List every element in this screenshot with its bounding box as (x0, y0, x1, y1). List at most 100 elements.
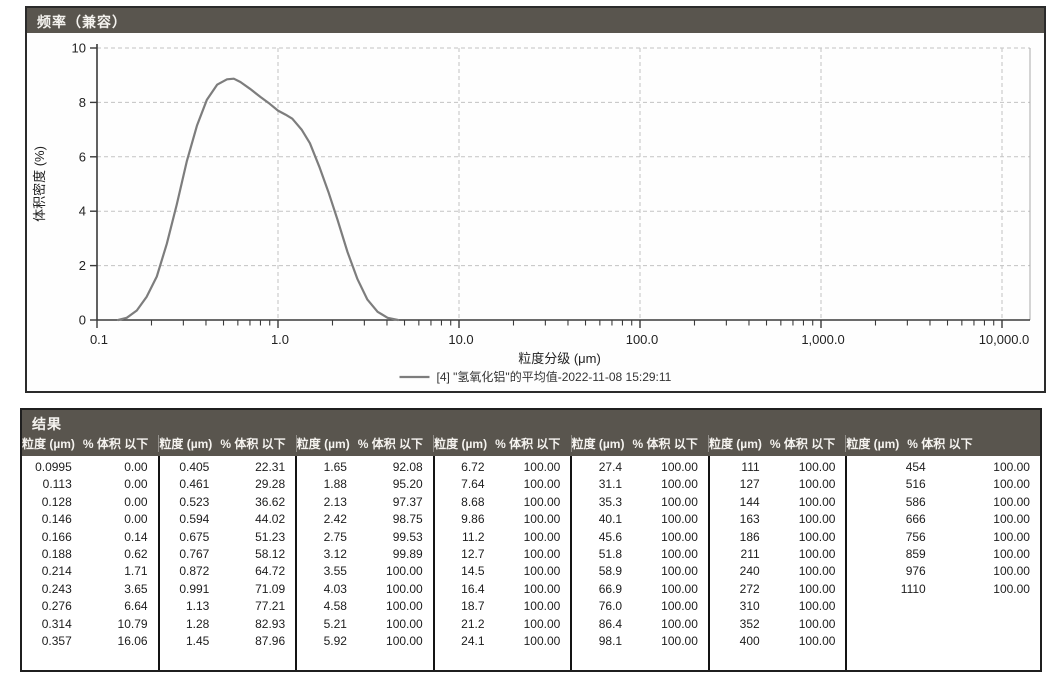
column-group-header: 粒度 (µm) % 体积 以下 (434, 435, 572, 452)
pct-column-header: % 体积 以下 (632, 437, 698, 451)
pct-cell: 100.00 (661, 477, 698, 492)
pct-column-header: % 体积 以下 (220, 437, 286, 451)
table-row: 859 100.00 (847, 546, 1040, 563)
table-row: 0.214 1.71 (22, 563, 158, 580)
table-row: 516 100.00 (847, 476, 1040, 493)
table-row: 0.767 58.12 (160, 546, 296, 563)
size-cell: 0.166 (41, 529, 72, 544)
pct-cell: 100.00 (798, 460, 836, 474)
table-row: 5.21 100.00 (297, 616, 433, 633)
table-column-group: 0.0995 0.00 0.113 0.00 0.128 0.00 0.146 0.00 0.1… (22, 456, 160, 670)
table-row: 756 100.00 (847, 529, 1040, 546)
size-cell: 66.9 (598, 581, 623, 596)
table-row: 211 100.00 (710, 546, 846, 563)
table-row: 1.88 95.20 (297, 476, 433, 493)
table-row: 12.7 100.00 (435, 546, 571, 563)
size-cell: 0.767 (179, 547, 210, 562)
size-cell: 0.405 (179, 460, 210, 474)
size-cell: 859 (905, 547, 926, 562)
table-row: 0.594 44.02 (160, 511, 296, 528)
pct-cell: 100.00 (993, 477, 1030, 492)
table-row: 310 100.00 (710, 598, 846, 615)
size-cell: 1.13 (186, 599, 210, 614)
size-cell: 163 (739, 512, 760, 527)
table-row: 0.128 0.00 (22, 494, 158, 511)
size-column-header: 粒度 (µm) (708, 437, 762, 451)
y-tick-label: 2 (79, 258, 86, 273)
pct-cell: 100.00 (386, 599, 423, 614)
size-cell: 76.0 (598, 599, 623, 614)
size-cell: 98.1 (598, 634, 623, 649)
size-column-header: 粒度 (µm) (571, 437, 625, 451)
table-row: 58.9 100.00 (572, 563, 708, 580)
pct-cell: 100.00 (523, 529, 561, 544)
table-row: 16.4 100.00 (435, 581, 571, 598)
pct-cell: 87.96 (255, 634, 286, 649)
table-row: 4.58 100.00 (297, 598, 433, 615)
table-row: 111 100.00 (710, 459, 846, 476)
size-cell: 7.64 (461, 477, 485, 492)
pct-cell: 100.00 (661, 547, 698, 562)
pct-cell: 100.00 (523, 581, 561, 596)
size-column-header: 粒度 (µm) (846, 437, 900, 451)
size-cell: 0.0995 (35, 460, 72, 474)
column-group-header: 粒度 (µm) % 体积 以下 (297, 435, 435, 452)
size-cell: 1.65 (323, 460, 347, 474)
column-group-header: 粒度 (µm) % 体积 以下 (846, 435, 1040, 452)
table-column-group: 1.65 92.08 1.88 95.20 2.13 97.37 2.42 98.75 2.75… (297, 456, 435, 670)
pct-cell: 0.62 (124, 547, 148, 562)
chart-panel-title: 频率（兼容） (27, 8, 1044, 33)
pct-cell: 99.89 (392, 547, 423, 562)
results-table-header: 结果 粒度 (µm)% 体积 以下 粒度 (µm)% 体积 以下 粒度 (µm)% … (22, 410, 1040, 456)
table-row: 9.86 100.00 (435, 511, 571, 528)
pct-cell: 22.31 (255, 460, 286, 474)
pct-cell: 100.00 (993, 529, 1030, 544)
size-cell: 16.4 (461, 581, 485, 596)
pct-cell: 58.12 (255, 547, 286, 562)
size-cell: 0.276 (41, 599, 72, 614)
size-cell: 272 (739, 581, 760, 596)
table-row: 35.3 100.00 (572, 494, 708, 511)
table-row: 2.42 98.75 (297, 511, 433, 528)
size-cell: 1110 (900, 581, 926, 596)
pct-cell: 100.00 (993, 460, 1030, 474)
table-row: 0.314 10.79 (22, 616, 158, 633)
table-row: 976 100.00 (847, 563, 1040, 580)
frequency-distribution-chart: 0 2 4 6 8 10 0.1 1.0 10.0 100.0 1,000.0 10,000.0 体积密… (32, 41, 1031, 384)
size-cell: 976 (905, 564, 926, 579)
results-table-panel: 结果 粒度 (µm)% 体积 以下 粒度 (µm)% 体积 以下 粒度 (µm)% … (20, 408, 1042, 672)
pct-cell: 100.00 (661, 634, 698, 649)
table-row: 0.405 22.31 (160, 459, 296, 476)
x-tick-label: 1.0 (271, 332, 289, 347)
table-row: 3.55 100.00 (297, 563, 433, 580)
size-cell: 0.128 (41, 494, 72, 509)
table-column-group: 6.72 100.00 7.64 100.00 8.68 100.00 9.86 100.00… (435, 456, 573, 670)
pct-cell: 100.00 (523, 494, 561, 509)
table-row: 186 100.00 (710, 529, 846, 546)
pct-cell: 100.00 (798, 494, 836, 509)
table-row: 0.243 3.65 (22, 581, 158, 598)
size-cell: 144 (739, 494, 760, 509)
table-row: 352 100.00 (710, 616, 846, 633)
table-row: 31.1 100.00 (572, 476, 708, 493)
pct-cell: 100.00 (386, 616, 423, 631)
table-row: 586 100.00 (847, 494, 1040, 511)
pct-cell: 10.79 (117, 616, 148, 631)
pct-cell: 64.72 (255, 564, 286, 579)
x-tick-label: 0.1 (90, 332, 108, 347)
pct-cell: 100.00 (523, 564, 561, 579)
pct-cell: 98.75 (392, 512, 423, 527)
pct-cell: 100.00 (798, 529, 836, 544)
size-cell: 127 (739, 477, 760, 492)
size-cell: 0.872 (179, 564, 210, 579)
size-cell: 58.9 (598, 564, 623, 579)
x-tick-label: 10.0 (448, 332, 473, 347)
pct-cell: 1.71 (124, 564, 148, 579)
pct-cell: 100.00 (798, 599, 836, 614)
pct-cell: 3.65 (124, 581, 148, 596)
pct-cell: 100.00 (386, 564, 423, 579)
table-row: 0.991 71.09 (160, 581, 296, 598)
column-group-header: 粒度 (µm) % 体积 以下 (22, 435, 160, 452)
table-column-group: 0.405 22.31 0.461 29.28 0.523 36.62 0.594 44.02… (160, 456, 298, 670)
size-cell: 516 (905, 477, 926, 492)
